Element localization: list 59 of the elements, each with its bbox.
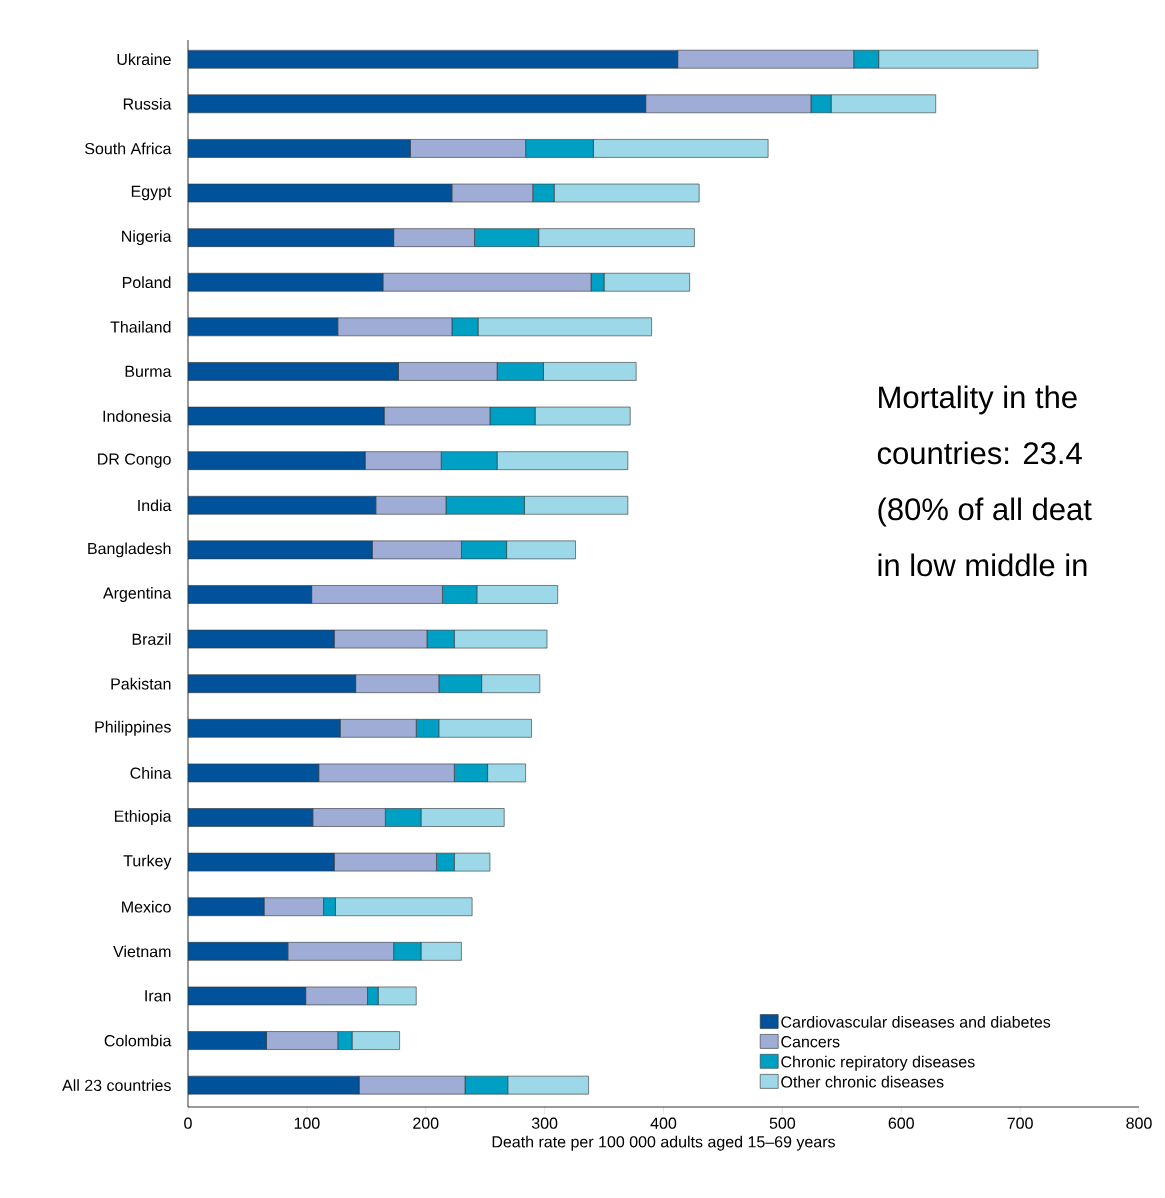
x-tick-label: 800 xyxy=(1126,1117,1152,1129)
bar xyxy=(188,362,399,381)
legend-label: Cancers xyxy=(781,1036,840,1048)
y-tick-label: Mexico xyxy=(122,900,171,913)
y-tick-label: Vietnam xyxy=(113,945,171,958)
y-tick-label: Poland xyxy=(122,276,171,289)
x-axis-title: Death rate per 100 000 adults aged 15–69 years xyxy=(492,1135,835,1151)
y-tick-label: South Africa xyxy=(85,142,172,155)
y-tick-label: Indonesia xyxy=(103,410,172,422)
y-tick-label: Colombia xyxy=(104,1034,172,1047)
bar xyxy=(188,272,384,292)
bar xyxy=(188,719,341,738)
y-tick-label: Brazil xyxy=(132,633,171,645)
x-tick-label: 600 xyxy=(888,1117,914,1129)
x-tick-label: 100 xyxy=(294,1117,320,1129)
y-tick-label: Bangladesh xyxy=(88,542,171,558)
annotation: in low middle in xyxy=(878,553,1087,577)
y-tick-label: Thailand xyxy=(110,320,171,333)
bar xyxy=(188,1075,360,1095)
y-tick-label: China xyxy=(130,767,172,779)
y-tick-label: Ukraine xyxy=(117,53,171,66)
bar xyxy=(188,451,366,470)
y-tick-label: Nigeria xyxy=(122,230,172,246)
bar xyxy=(188,495,377,515)
y-tick-label: DR Congo xyxy=(98,453,171,468)
legend-label: Other chronic diseases xyxy=(781,1075,944,1088)
y-tick-label: Egypt xyxy=(131,185,172,201)
y-tick-label: India xyxy=(138,499,172,512)
y-tick-label: Pakistan xyxy=(111,677,171,690)
annotation: Mortality in the xyxy=(879,385,1077,415)
bar xyxy=(188,139,411,158)
bar xyxy=(188,228,394,247)
legend-label: Chronic repiratory diseases xyxy=(781,1055,975,1071)
annotation: (80% of all deat xyxy=(878,497,1092,527)
y-tick-label: Argentina xyxy=(103,587,172,602)
x-tick-label: 500 xyxy=(769,1117,796,1129)
y-tick-label: Ethiopia xyxy=(114,810,172,825)
x-tick-label: 400 xyxy=(650,1117,677,1129)
bar xyxy=(188,94,646,114)
y-tick-label: Turkey xyxy=(123,854,172,870)
x-tick-label: 200 xyxy=(413,1117,439,1129)
bar xyxy=(188,317,339,337)
x-tick-label: 0 xyxy=(184,1117,192,1129)
bar xyxy=(188,897,265,917)
y-tick-label: Russia xyxy=(123,97,172,110)
bar xyxy=(188,585,312,604)
bar xyxy=(188,942,289,961)
y-tick-label: Burma xyxy=(125,365,172,378)
annotation: countries: 23.4 xyxy=(877,441,1082,465)
bar xyxy=(188,49,679,69)
bar xyxy=(188,808,314,827)
bar xyxy=(188,674,356,693)
legend-label: Cardiovascular diseases and diabetes xyxy=(781,1015,1051,1028)
y-tick-label: Philippines xyxy=(95,720,171,736)
y-tick-label: All 23 countries xyxy=(62,1079,171,1092)
x-tick-label: 300 xyxy=(531,1117,558,1129)
bar xyxy=(188,1031,267,1050)
y-tick-label: Iran xyxy=(145,990,171,1002)
x-tick-label: 700 xyxy=(1007,1117,1033,1129)
